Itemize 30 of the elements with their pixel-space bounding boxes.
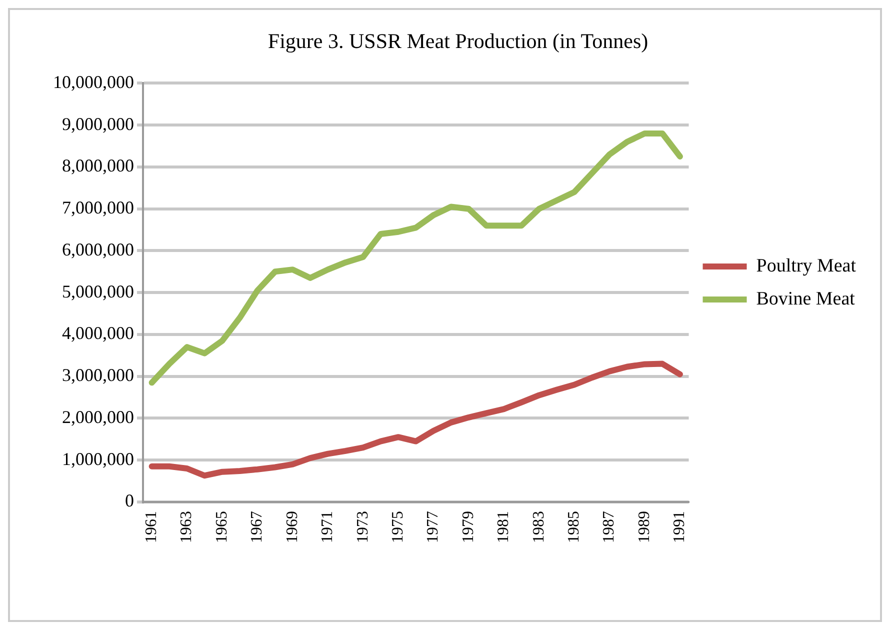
y-tick-label: 7,000,000 [62, 198, 134, 218]
x-tick-label: 1973 [354, 511, 372, 543]
x-tick-label: 1977 [424, 511, 442, 543]
x-tick-label: 1963 [178, 511, 196, 543]
x-tick-label: 1991 [671, 511, 688, 543]
x-tick-label: 1961 [143, 511, 160, 543]
y-tick-label: 6,000,000 [62, 239, 134, 260]
y-tick-label: 5,000,000 [62, 281, 134, 302]
y-tick-label: 8,000,000 [62, 156, 134, 176]
chart-title: Figure 3. USSR Meat Production (in Tonnes) [268, 29, 648, 54]
x-tick-label: 1989 [636, 511, 653, 543]
x-tick-label: 1985 [566, 511, 583, 543]
x-tick-label: 1979 [460, 511, 477, 543]
legend-label: Poultry Meat [756, 255, 857, 276]
y-tick-label: 0 [125, 490, 134, 511]
x-tick-label: 1967 [248, 511, 266, 543]
x-tick-label: 1981 [495, 511, 512, 543]
x-tick-label: 1969 [284, 511, 301, 543]
y-tick-label: 1,000,000 [62, 448, 134, 469]
x-tick-label: 1987 [600, 511, 618, 543]
x-tick-label: 1975 [389, 511, 406, 543]
x-tick-label: 1965 [213, 511, 230, 543]
x-tick-label: 1983 [530, 511, 548, 543]
legend-label: Bovine Meat [756, 288, 856, 310]
y-tick-label: 9,000,000 [62, 114, 134, 134]
x-tick-label: 1971 [319, 511, 336, 543]
y-tick-label: 2,000,000 [62, 406, 134, 427]
y-tick-label: 10,000,000 [53, 72, 134, 92]
y-tick-label: 4,000,000 [62, 323, 134, 344]
y-tick-label: 3,000,000 [62, 365, 134, 386]
